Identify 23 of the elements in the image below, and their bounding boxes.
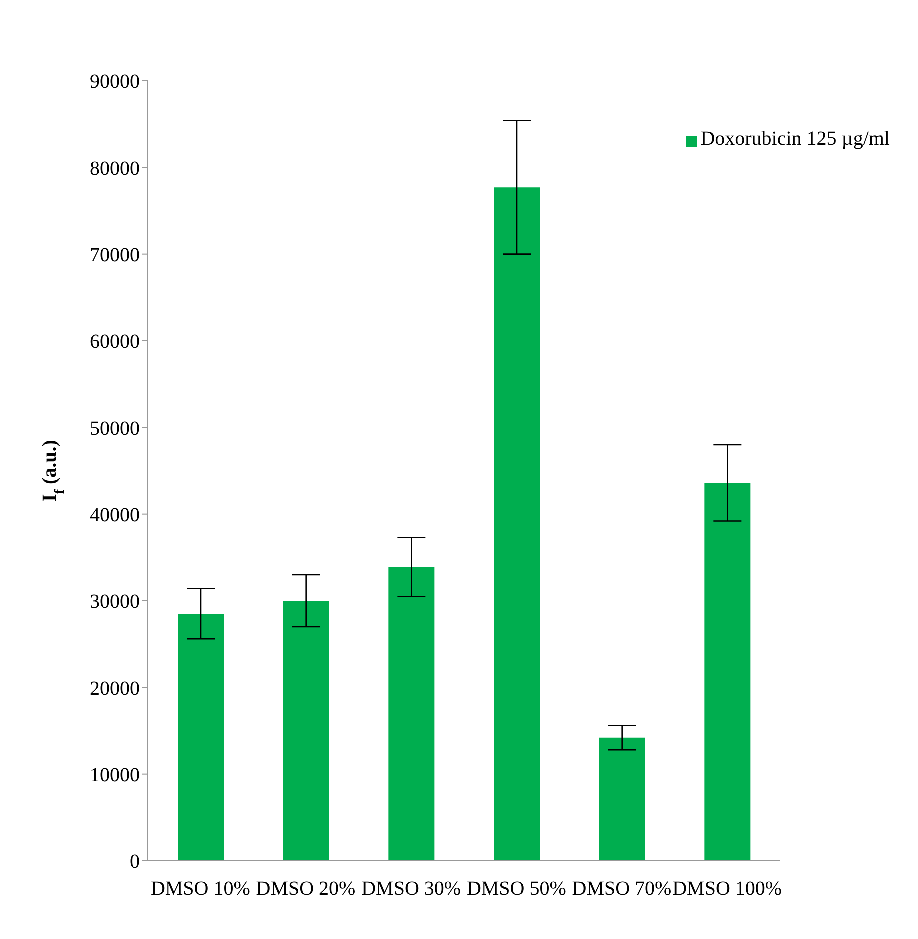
- y-tick-label: 70000: [90, 244, 140, 266]
- x-tick-label: DMSO 20%: [256, 878, 356, 900]
- y-tick-label: 50000: [90, 418, 140, 440]
- y-tick-label: 80000: [90, 158, 140, 180]
- bar: [178, 614, 224, 861]
- bar: [494, 188, 540, 861]
- y-tick-label: 20000: [90, 678, 140, 700]
- x-tick-label: DMSO 100%: [672, 878, 782, 900]
- bar: [283, 601, 330, 861]
- bar: [388, 567, 435, 861]
- x-tick-label: DMSO 10%: [150, 878, 250, 900]
- y-tick-label: 40000: [90, 504, 140, 526]
- y-tick-label: 90000: [90, 71, 140, 94]
- legend-label: Doxorubicin 125 µg/ml: [700, 128, 890, 150]
- y-tick-label: 10000: [90, 764, 140, 786]
- x-tick-label: DMSO 70%: [572, 878, 672, 900]
- x-tick-label: DMSO 50%: [466, 878, 566, 900]
- x-tick-label: DMSO 30%: [362, 878, 462, 900]
- y-tick-label: 60000: [90, 331, 140, 354]
- y-tick-label: 0: [130, 851, 140, 874]
- bar: [704, 483, 751, 861]
- y-tick-label: 30000: [90, 591, 140, 614]
- bar: [599, 738, 646, 861]
